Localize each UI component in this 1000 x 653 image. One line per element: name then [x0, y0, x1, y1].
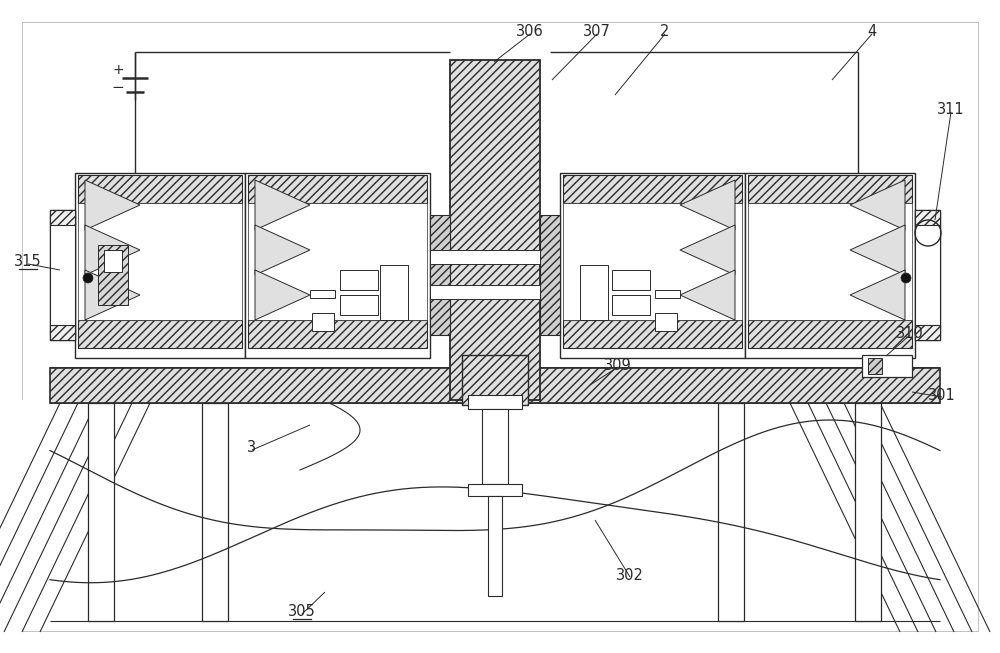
Bar — [450, 60, 540, 400]
Bar — [580, 265, 608, 320]
Bar — [98, 245, 128, 305]
Text: 3: 3 — [247, 441, 257, 456]
Bar — [340, 270, 378, 290]
Bar — [50, 210, 75, 225]
Bar — [380, 265, 408, 320]
Polygon shape — [850, 225, 905, 275]
Bar — [612, 270, 650, 290]
Polygon shape — [680, 225, 735, 275]
Text: 4: 4 — [867, 25, 877, 39]
Bar — [50, 210, 75, 340]
Bar — [748, 203, 912, 320]
Text: 305: 305 — [288, 605, 316, 620]
Polygon shape — [255, 225, 310, 275]
Polygon shape — [680, 270, 735, 320]
Bar — [468, 395, 522, 409]
Polygon shape — [850, 270, 905, 320]
Bar — [855, 403, 881, 621]
Text: 315: 315 — [14, 255, 42, 270]
Bar — [430, 285, 540, 299]
Bar — [50, 368, 940, 403]
Bar — [78, 175, 242, 203]
Text: 307: 307 — [583, 25, 611, 39]
Polygon shape — [255, 180, 310, 230]
Polygon shape — [85, 180, 140, 230]
Bar — [312, 313, 334, 331]
Circle shape — [83, 273, 93, 283]
Text: 301: 301 — [928, 387, 956, 402]
Bar — [50, 325, 75, 340]
Bar — [488, 496, 502, 596]
Bar — [560, 173, 745, 358]
Bar — [468, 484, 522, 496]
Bar — [430, 215, 450, 335]
Circle shape — [901, 273, 911, 283]
Bar — [655, 290, 680, 298]
Bar — [862, 355, 912, 377]
Bar — [655, 313, 677, 331]
Bar — [748, 175, 912, 203]
Bar — [482, 409, 508, 484]
Bar — [248, 175, 427, 203]
Text: 306: 306 — [516, 25, 544, 39]
Polygon shape — [850, 180, 905, 230]
Bar — [22, 400, 978, 631]
Bar — [915, 210, 940, 340]
Bar — [540, 215, 560, 335]
Bar — [75, 173, 245, 358]
Bar — [340, 295, 378, 315]
Bar — [563, 175, 742, 203]
Polygon shape — [680, 180, 735, 230]
Text: +: + — [112, 63, 124, 77]
Text: 310: 310 — [896, 325, 924, 340]
Bar — [462, 355, 528, 405]
Bar — [718, 403, 744, 621]
Bar — [248, 203, 427, 320]
Bar — [915, 215, 940, 335]
Text: 309: 309 — [604, 357, 632, 372]
Bar — [50, 215, 75, 335]
Text: −: − — [112, 80, 124, 95]
Bar — [78, 320, 242, 348]
Bar — [202, 403, 228, 621]
Polygon shape — [255, 270, 310, 320]
Bar — [310, 290, 335, 298]
Bar — [88, 403, 114, 621]
Bar — [430, 250, 540, 264]
Bar — [868, 358, 882, 374]
Polygon shape — [85, 225, 140, 275]
Bar — [78, 203, 242, 320]
Bar — [245, 173, 430, 358]
Bar — [248, 320, 427, 348]
Bar — [104, 250, 122, 272]
Text: 2: 2 — [660, 25, 670, 39]
Text: 302: 302 — [616, 567, 644, 582]
Bar — [915, 210, 940, 225]
Bar — [915, 325, 940, 340]
Text: 311: 311 — [937, 103, 965, 118]
Bar — [563, 203, 742, 320]
Bar — [745, 173, 915, 358]
Bar — [612, 295, 650, 315]
Polygon shape — [85, 270, 140, 320]
Bar — [748, 320, 912, 348]
Bar — [563, 320, 742, 348]
Text: 电解液进入方向: 电解液进入方向 — [56, 280, 102, 290]
